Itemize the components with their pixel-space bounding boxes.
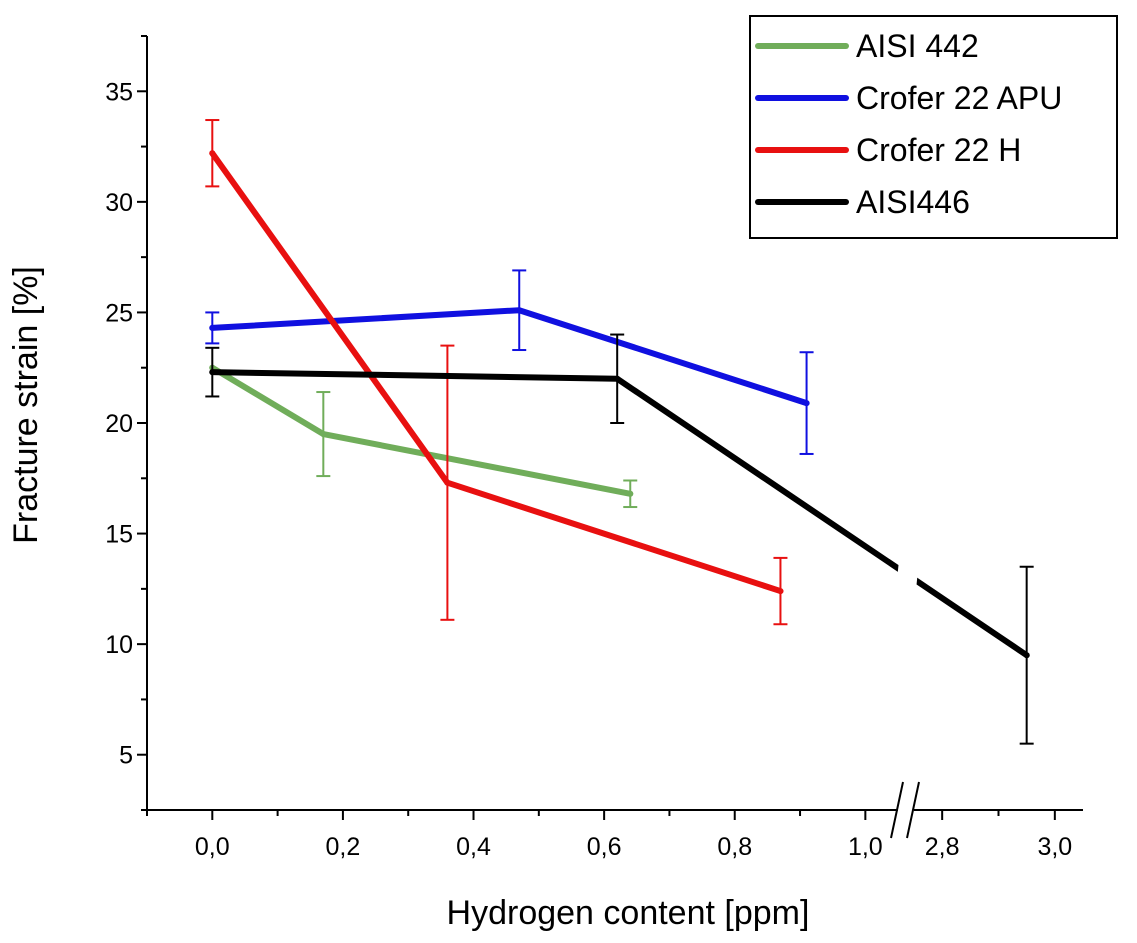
data-point xyxy=(614,375,621,382)
data-point xyxy=(320,431,327,438)
legend-label: Crofer 22 APU xyxy=(856,80,1062,116)
x-tick-label: 0,6 xyxy=(587,833,622,861)
x-tick-label: 0,2 xyxy=(326,833,361,861)
axis-break-mark xyxy=(890,781,904,839)
data-point xyxy=(627,490,634,497)
series-3 xyxy=(205,119,788,626)
data-point xyxy=(803,400,810,407)
plot-area: 5 10 15 20 25 30 35 0,0 0,2 0,4 0,6 0,8 1,0 2,8 3,0 xyxy=(105,35,1083,861)
y-tick-label: 25 xyxy=(105,299,133,327)
y-tick-label: 30 xyxy=(105,189,133,217)
axis-break-mark xyxy=(906,781,920,839)
series-layer xyxy=(205,119,1034,745)
data-point xyxy=(516,307,523,314)
data-point xyxy=(444,479,451,486)
y-tick-label: 5 xyxy=(119,742,133,770)
y-tick-label: 35 xyxy=(105,78,133,106)
series-line xyxy=(209,364,634,497)
series-1 xyxy=(209,364,638,509)
axis-break-gap xyxy=(891,520,923,640)
x-tick-label: 3,0 xyxy=(1037,833,1072,861)
x-tick-label: 0,8 xyxy=(717,833,752,861)
legend-label: AISI446 xyxy=(856,184,970,220)
data-point xyxy=(209,324,216,331)
y-tick-label: 20 xyxy=(105,410,133,438)
x-tick-label: 1,0 xyxy=(848,833,883,861)
x-tick-label: 0,4 xyxy=(456,833,491,861)
x-tick-label: 2,8 xyxy=(925,833,960,861)
data-point xyxy=(777,588,784,595)
y-tick-label: 15 xyxy=(105,521,133,549)
data-point xyxy=(1023,652,1030,659)
series-line xyxy=(209,307,810,407)
series-4 xyxy=(205,333,1034,745)
data-point xyxy=(209,150,216,157)
legend-label: Crofer 22 H xyxy=(856,132,1021,168)
y-axis-title: Fracture strain [%] xyxy=(7,266,45,544)
legend: AISI 442 Crofer 22 APU Crofer 22 H AISI446 xyxy=(749,15,1118,239)
x-axis-title: Hydrogen content [ppm] xyxy=(447,894,810,932)
y-tick-label: 10 xyxy=(105,631,133,659)
x-tick-label: 0,0 xyxy=(195,833,230,861)
data-point xyxy=(209,369,216,376)
axes: 5 10 15 20 25 30 35 0,0 0,2 0,4 0,6 0,8 1,0 2,8 3,0 xyxy=(105,35,1083,861)
legend-label: AISI 442 xyxy=(856,28,979,64)
series-2 xyxy=(205,269,814,455)
